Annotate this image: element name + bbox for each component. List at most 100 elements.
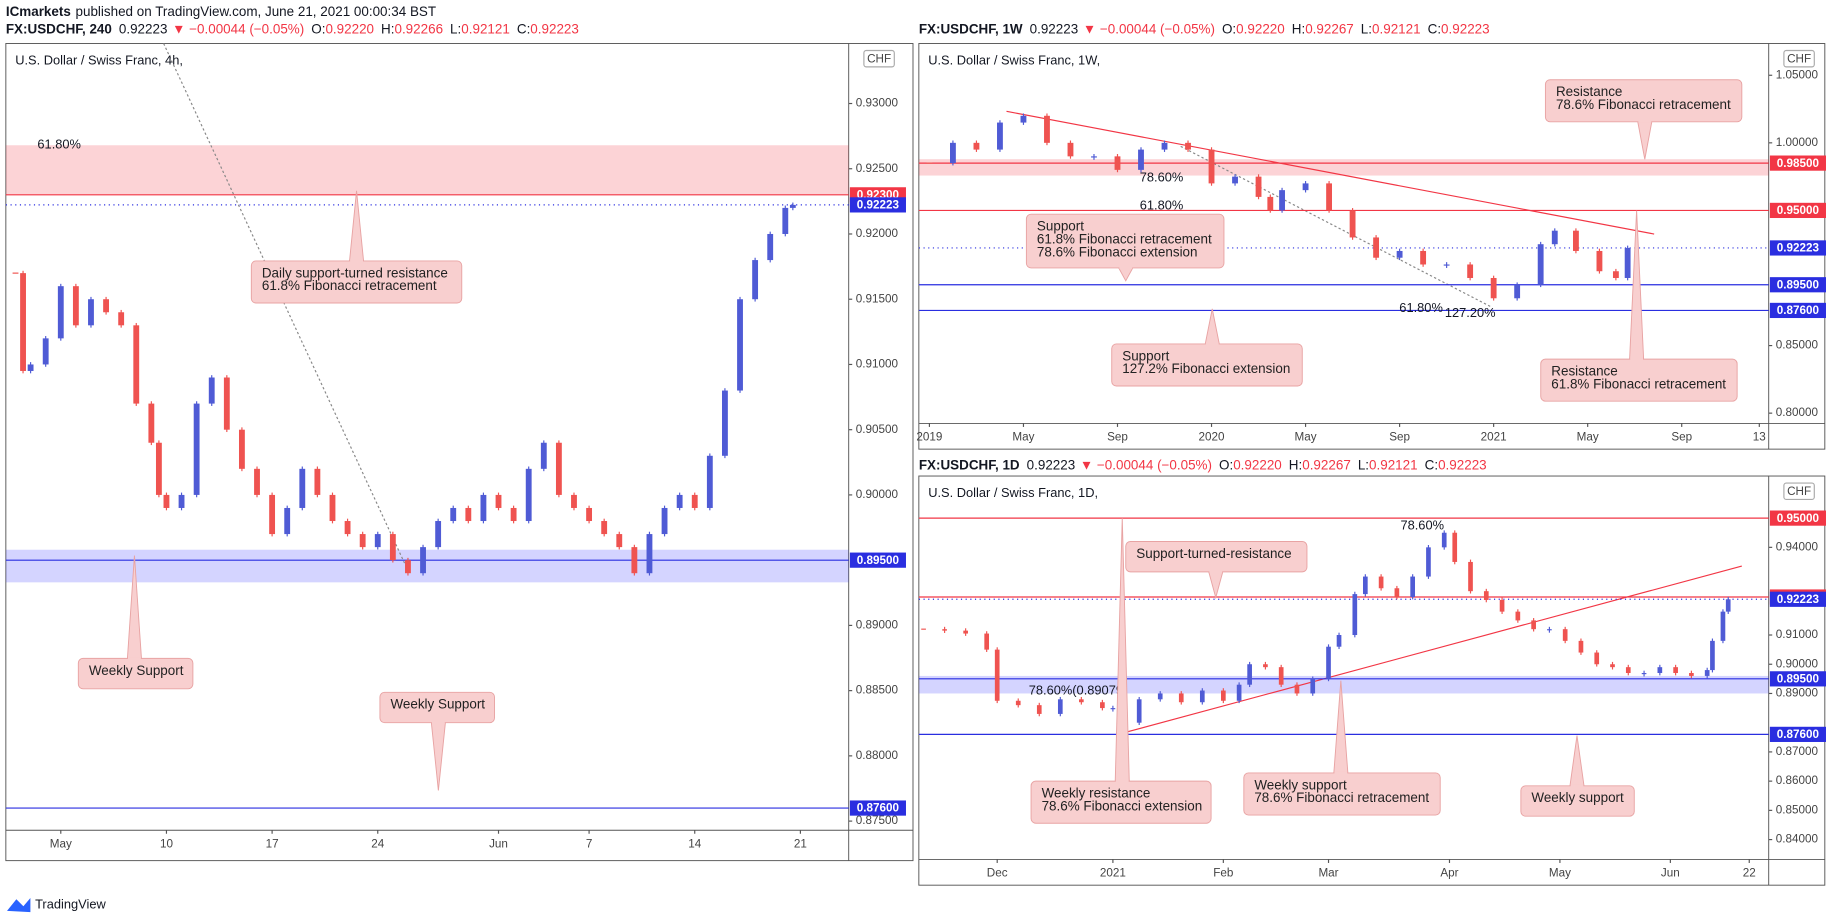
y-tick-label: 0.87500 <box>856 814 899 827</box>
candle <box>767 233 774 261</box>
price-label-bg <box>849 197 906 213</box>
candle <box>1483 591 1489 600</box>
candle <box>329 494 336 522</box>
symbol: FX:USDCHF, 1D <box>919 457 1020 472</box>
candle <box>1255 176 1262 197</box>
price-label: 0.95000 <box>1777 204 1820 217</box>
candle <box>1720 611 1726 641</box>
currency-box <box>1783 482 1815 500</box>
candle <box>737 299 743 391</box>
candle <box>722 390 728 456</box>
zone <box>5 145 849 195</box>
candle <box>12 272 19 274</box>
candle <box>1326 183 1333 211</box>
candle <box>1537 244 1544 285</box>
chart-title: U.S. Dollar / Swiss Franc, 4h, <box>15 52 183 67</box>
price-label-bg <box>1769 671 1826 687</box>
x-tick-label: 2021 <box>1481 431 1507 444</box>
candle <box>72 286 79 326</box>
x-tick-label: Sep <box>1389 431 1410 444</box>
price-label: 0.89500 <box>1777 673 1820 686</box>
candle <box>1673 667 1678 674</box>
x-tick-label: 7 <box>586 837 593 850</box>
candle <box>601 521 608 535</box>
candle <box>1136 699 1142 723</box>
x-tick-label: Dec <box>987 867 1008 880</box>
y-tick-label: 0.87000 <box>1776 745 1819 758</box>
candle <box>1044 115 1050 143</box>
price-label-bg <box>1769 277 1826 293</box>
candle <box>1547 629 1552 631</box>
candle <box>1373 237 1380 258</box>
annotation-seam <box>1209 570 1223 574</box>
ohlc-label: L: <box>1361 21 1372 36</box>
price-label-bg <box>1769 202 1826 219</box>
trend-line <box>1006 110 1655 235</box>
zone <box>918 159 1769 176</box>
y-tick-label: 0.93000 <box>856 97 899 110</box>
candle <box>465 507 472 522</box>
annotation: Weekly Support <box>379 691 495 791</box>
candle <box>1624 247 1631 278</box>
annotation-text: 78.6% Fibonacci retracement <box>1254 790 1429 805</box>
fib-label: 78.60% <box>1400 518 1444 533</box>
x-tick-label: Jun <box>1661 867 1680 880</box>
x-tick-label: 24 <box>371 837 385 850</box>
fib-label: 61.80% <box>1140 197 1184 212</box>
annotation-seam <box>431 721 445 724</box>
candle <box>1499 599 1505 612</box>
currency: CHF <box>1787 52 1811 65</box>
candle <box>1596 250 1603 272</box>
candle <box>950 142 956 164</box>
price-label-bg <box>1769 726 1826 742</box>
candle <box>942 629 947 631</box>
chart-panel: FX:USDCHF, 1D 0.92223 ▼ −0.00044 (−0.05%) O… <box>918 457 1826 886</box>
annotation-text: 78.6% Fibonacci retracement <box>1556 97 1731 112</box>
candle <box>133 325 140 404</box>
y-tick-label: 0.92500 <box>856 162 899 175</box>
candle <box>752 260 759 300</box>
candle <box>314 468 321 495</box>
candle <box>997 122 1003 150</box>
annotation-text: Support-turned-resistance <box>1136 546 1291 561</box>
candle <box>118 312 125 326</box>
candle <box>344 521 351 535</box>
candle <box>1610 664 1615 668</box>
candle <box>676 494 683 508</box>
candle <box>480 494 487 522</box>
candle <box>57 286 64 339</box>
price-label: 0.92223 <box>1777 593 1820 606</box>
candle <box>1326 646 1331 679</box>
candle <box>1278 667 1284 685</box>
candle <box>1531 620 1536 630</box>
annotation-seam <box>128 657 141 660</box>
candle <box>1514 284 1521 299</box>
fib-label: 78.60% <box>1140 169 1184 184</box>
x-tick-label: May <box>1295 431 1317 444</box>
x-tick-label: 2020 <box>1199 431 1226 444</box>
price-label: 0.87600 <box>857 802 900 815</box>
chart-title: U.S. Dollar / Swiss Franc, 1D, <box>928 485 1098 500</box>
candle <box>1562 629 1568 641</box>
ohlc-label: H: <box>1289 457 1302 472</box>
candle <box>1310 678 1316 694</box>
ohlc-value: 0.92220 <box>1236 21 1285 36</box>
candle <box>1336 635 1342 647</box>
candle <box>1100 702 1105 709</box>
ohlc-value: 0.92121 <box>1369 457 1418 472</box>
y-tick-label: 0.92000 <box>856 227 899 240</box>
candle <box>1110 708 1116 710</box>
currency-box <box>1783 49 1815 68</box>
candle <box>1362 576 1368 595</box>
y-tick-label: 0.85000 <box>1776 339 1819 352</box>
candle <box>1378 576 1384 589</box>
candle <box>420 547 426 574</box>
candle <box>510 507 517 522</box>
candle <box>299 468 306 508</box>
candle <box>1263 664 1268 668</box>
ohlc-label: O: <box>311 21 325 36</box>
price-label-bg <box>1769 591 1826 607</box>
